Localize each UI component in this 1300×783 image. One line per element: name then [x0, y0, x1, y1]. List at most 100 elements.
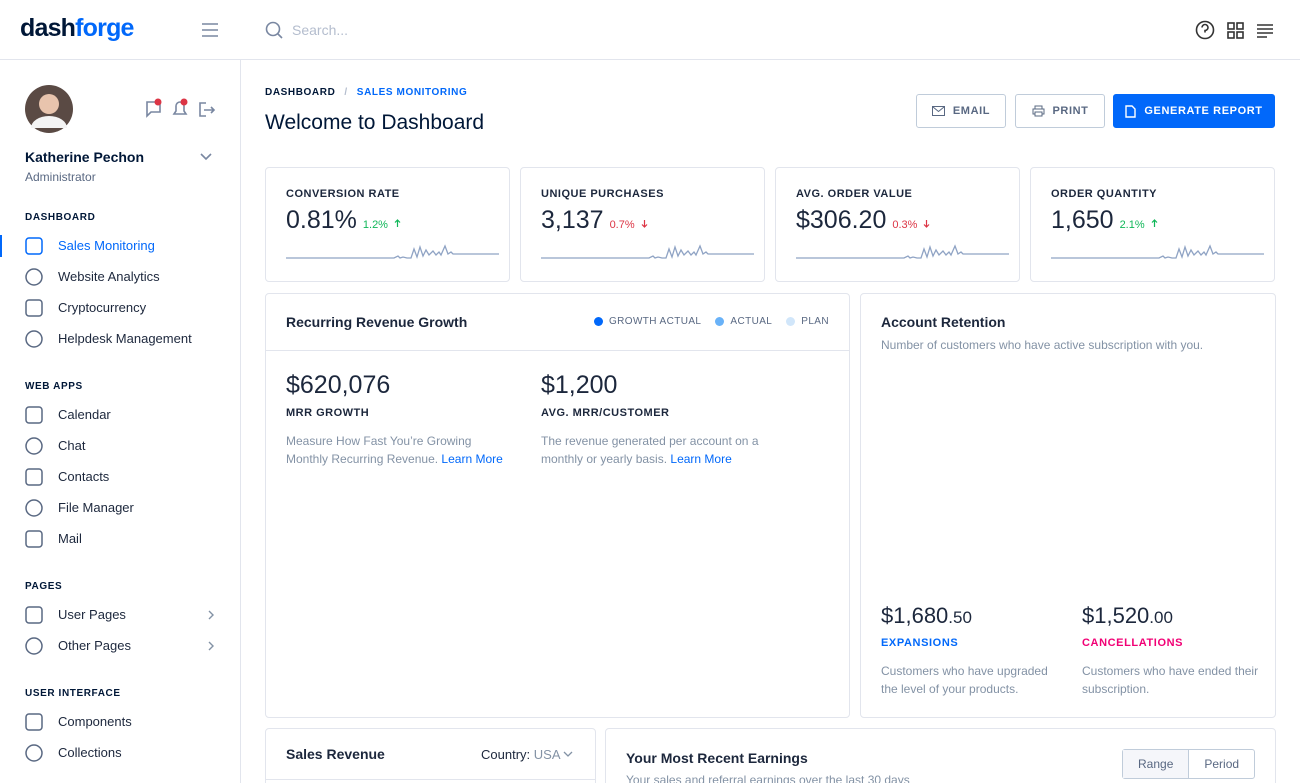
tab[interactable]: Period — [1204, 757, 1240, 771]
amount: $1,680 — [881, 603, 949, 628]
card-title: Recurring Revenue Growth — [286, 314, 468, 330]
button-label: PRINT — [1052, 105, 1089, 117]
bell-icon[interactable] — [172, 101, 188, 115]
active-indicator — [0, 235, 2, 257]
kpi-card — [1030, 167, 1275, 282]
cents: .00 — [1149, 608, 1173, 627]
badge — [154, 98, 162, 106]
nav-section-title: WEB APPS — [25, 381, 83, 392]
kpi-value-row: 0.81% 1.2% — [286, 206, 401, 235]
logo-forge: forge — [75, 14, 134, 42]
legend-label: PLAN — [801, 316, 829, 327]
user-caret[interactable] — [200, 153, 212, 161]
icon — [1125, 104, 1137, 118]
nav-item[interactable]: User Pages — [58, 607, 126, 622]
trend-arrow — [641, 220, 648, 228]
stat-description: Measure How Fast You’re Growing Monthly … — [286, 432, 511, 468]
kpi-label: UNIQUE PURCHASES — [541, 188, 664, 200]
nav-item[interactable]: Other Pages — [58, 638, 131, 653]
learn-more-link[interactable]: Learn More — [441, 452, 503, 466]
nav-item[interactable]: Chat — [58, 438, 86, 453]
nav-item[interactable]: Website Analytics — [58, 269, 160, 284]
user-name: Katherine Pechon — [25, 149, 145, 165]
top-bar — [0, 0, 1300, 60]
nav-section-title: PAGES — [25, 581, 63, 592]
kpi-value-row: $306.20 0.3% — [796, 206, 930, 235]
generate-report-button[interactable]: GENERATE REPORT — [1113, 94, 1275, 128]
tab[interactable]: Range — [1123, 750, 1190, 778]
nav-icon — [25, 606, 43, 624]
nav-icon — [25, 530, 43, 548]
nav-icon — [25, 499, 43, 517]
email-button[interactable]: EMAIL — [916, 94, 1006, 128]
search-input[interactable]: Search... — [292, 22, 349, 38]
nav-item[interactable]: Components — [58, 714, 132, 729]
nav-icon — [25, 468, 43, 486]
divider — [266, 350, 849, 351]
logout-icon[interactable] — [199, 102, 216, 117]
trend-arrow — [394, 219, 401, 227]
kpi-change: 0.7% — [609, 219, 635, 231]
kpi-value: $306.20 — [796, 206, 887, 234]
nav-item[interactable]: Collections — [58, 745, 122, 760]
stat-value: $1,200 — [541, 371, 618, 399]
sales-card — [265, 728, 596, 783]
tab-group: Range Period — [1122, 749, 1256, 779]
legend-label: ACTUAL — [730, 316, 773, 327]
legend: GROWTH ACTUAL ACTUAL PLAN — [593, 316, 829, 327]
print-button[interactable]: PRINT — [1015, 94, 1105, 128]
logo[interactable]: dashforge — [20, 14, 134, 43]
legend-item: GROWTH ACTUAL — [593, 316, 701, 327]
nav-item[interactable]: Calendar — [58, 407, 111, 422]
card-subtitle: Your sales and referral earnings over th… — [626, 773, 910, 783]
retention-card — [860, 293, 1276, 718]
button-label: EMAIL — [952, 105, 991, 117]
stat-label: MRR GROWTH — [286, 407, 370, 419]
retention-description: Customers who have upgraded the level of… — [881, 664, 1048, 696]
cents: .50 — [948, 608, 972, 627]
country-select[interactable]: Country: USA — [481, 747, 575, 762]
kpi-card — [775, 167, 1020, 282]
nav-item[interactable]: Contacts — [58, 469, 110, 484]
chevron — [208, 610, 214, 620]
kpi-card — [520, 167, 765, 282]
sidebar-border — [240, 59, 241, 783]
nav-item[interactable]: File Manager — [58, 500, 134, 515]
retention-description: Customers who have ended their subscript… — [1082, 664, 1259, 696]
kpi-change: 0.3% — [892, 219, 918, 231]
breadcrumb-item[interactable]: DASHBOARD — [265, 87, 336, 98]
card-title: Your Most Recent Earnings — [626, 750, 808, 766]
nav-item[interactable]: Helpdesk Management — [58, 331, 192, 346]
nav-icon — [25, 406, 43, 424]
kpi-label: AVG. ORDER VALUE — [796, 188, 913, 200]
avatar[interactable] — [25, 85, 73, 133]
kpi-value: 0.81% — [286, 206, 357, 234]
nav-icon — [25, 268, 43, 286]
kpi-change: 1.2% — [362, 219, 388, 231]
country-value: USA — [533, 747, 561, 762]
breadcrumb: DASHBOARD / SALES MONITORING — [265, 87, 467, 98]
kpi-card — [265, 167, 510, 282]
nav-icon — [25, 637, 43, 655]
chat-icon[interactable] — [146, 101, 161, 118]
nav-icon — [25, 330, 43, 348]
kpi-change: 2.1% — [1119, 219, 1145, 231]
avatar-face — [39, 94, 59, 114]
country-label: Country: — [481, 747, 531, 762]
avatar-body — [31, 116, 67, 128]
nav-item[interactable]: Sales Monitoring — [58, 238, 155, 253]
kpi-label: CONVERSION RATE — [286, 188, 400, 200]
legend-swatch — [593, 317, 603, 326]
icon — [1032, 105, 1044, 117]
kpi-value: 1,650 — [1051, 206, 1114, 234]
stat-value: $620,076 — [286, 371, 391, 399]
nav-item[interactable]: Cryptocurrency — [58, 300, 147, 315]
learn-more-link[interactable]: Learn More — [670, 452, 732, 466]
badge — [180, 98, 188, 106]
logo-dash: dash — [20, 14, 76, 42]
legend-swatch — [786, 317, 796, 326]
card-subtitle: Number of customers who have active subs… — [881, 338, 1204, 352]
nav-item[interactable]: Mail — [58, 531, 82, 546]
nav-icon — [25, 437, 43, 455]
